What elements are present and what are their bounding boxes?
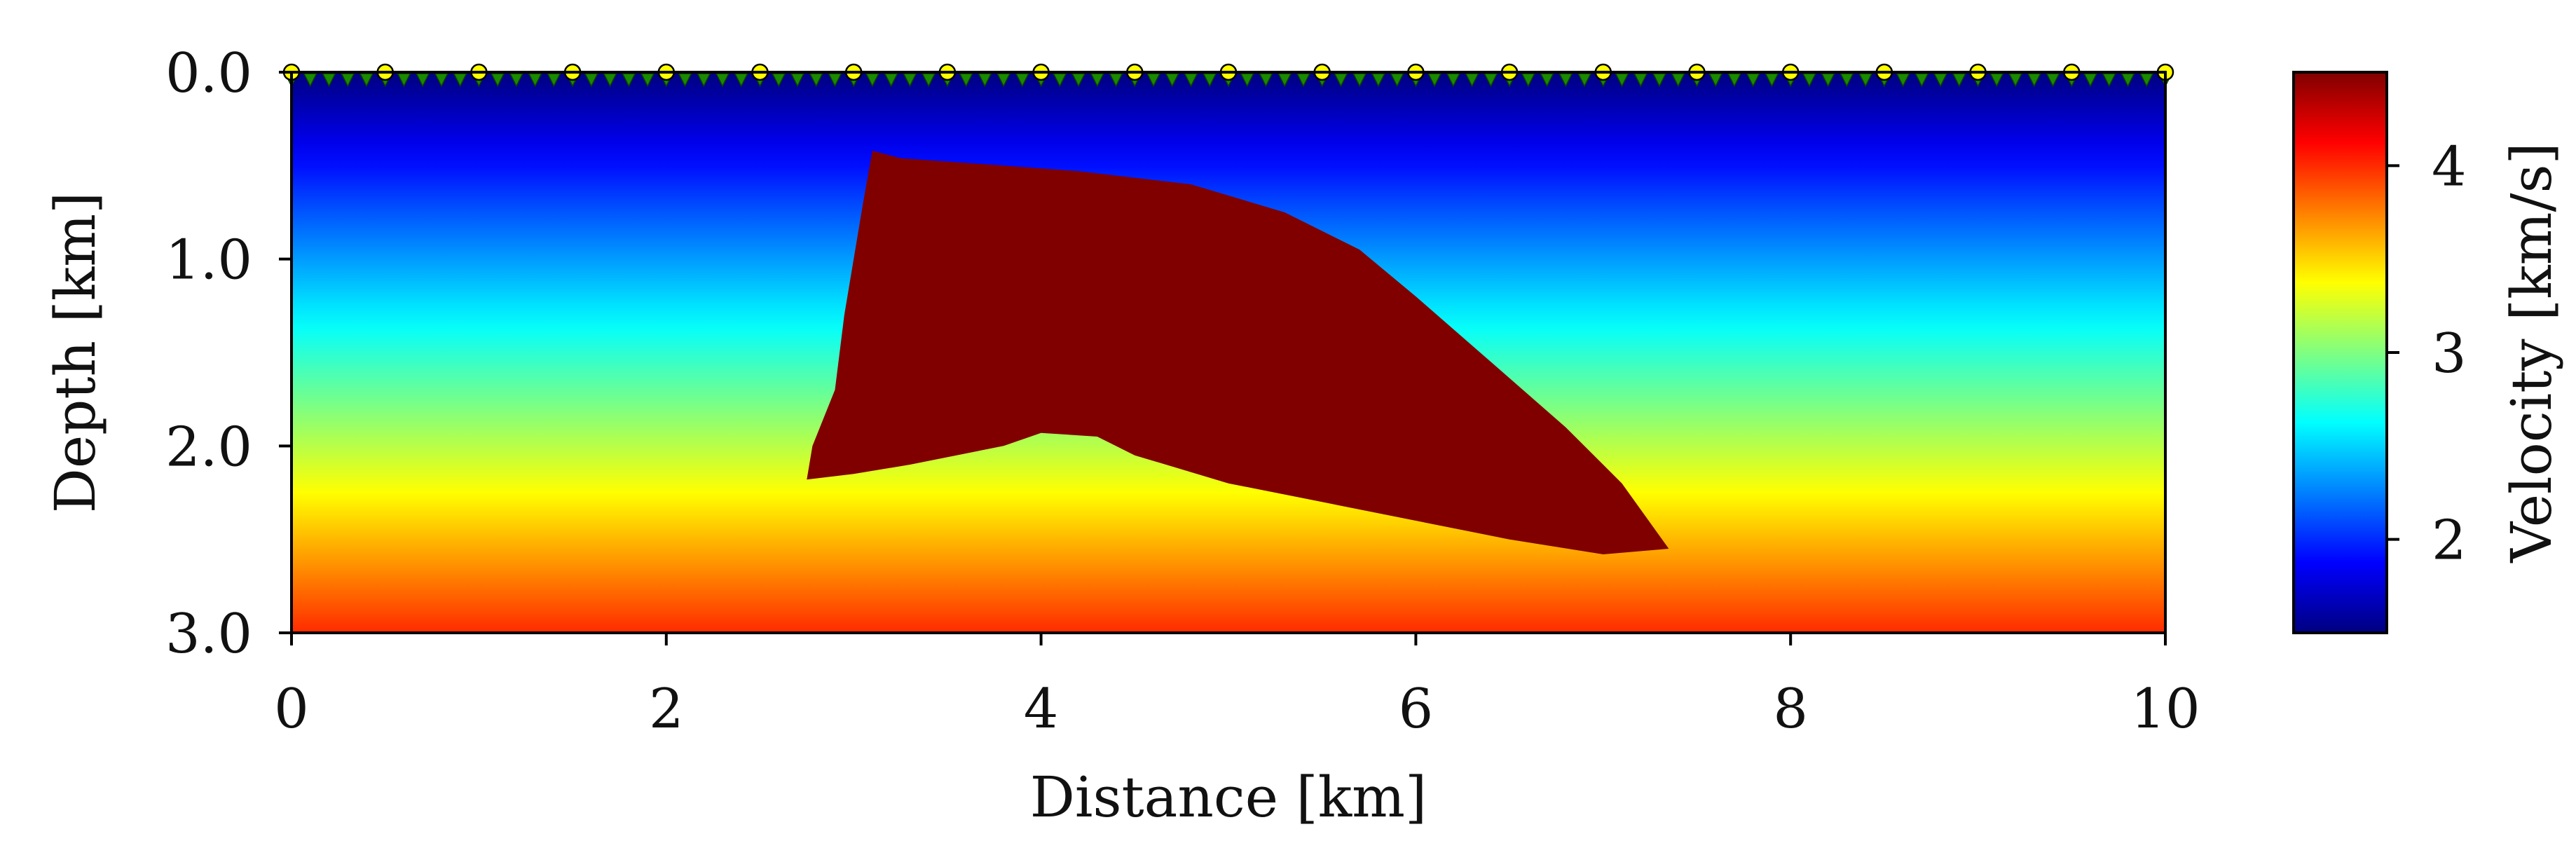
- x-axis-ticks: 0 2 4 6 8 10: [274, 633, 2200, 741]
- plot-frame: [290, 71, 2167, 634]
- x-tick-label: 6: [1399, 678, 1434, 741]
- colorbar-scale: [2292, 71, 2388, 634]
- y-axis-title: Depth [km]: [43, 192, 108, 514]
- y-tick-label: 2.0: [165, 416, 252, 479]
- colorbar-ticks: 2 3 4: [2387, 135, 2467, 573]
- x-tick-label: 4: [1024, 678, 1059, 741]
- x-tick-label: 0: [274, 678, 309, 741]
- colorbar-label: Velocity [km/s]: [2499, 142, 2564, 563]
- y-axis-ticks: 0.0 1.0 2.0 3.0: [165, 42, 292, 666]
- salt-body: [807, 151, 1669, 554]
- colorbar-tick-label: 4: [2432, 135, 2467, 198]
- colorbar-tick-label: 2: [2432, 509, 2467, 573]
- y-tick-label: 1.0: [165, 229, 252, 292]
- y-tick-label: 0.0: [165, 42, 252, 105]
- x-tick-label: 8: [1773, 678, 1808, 741]
- x-axis-title: Distance [km]: [1030, 765, 1427, 830]
- x-tick-label: 10: [2130, 678, 2200, 741]
- colorbar: 2 3 4 Velocity [km/s]: [2292, 71, 2564, 634]
- x-tick-label: 2: [649, 678, 684, 741]
- y-tick-label: 3.0: [165, 603, 252, 666]
- colorbar-tick-label: 3: [2432, 322, 2467, 385]
- plot-area: [282, 63, 2174, 634]
